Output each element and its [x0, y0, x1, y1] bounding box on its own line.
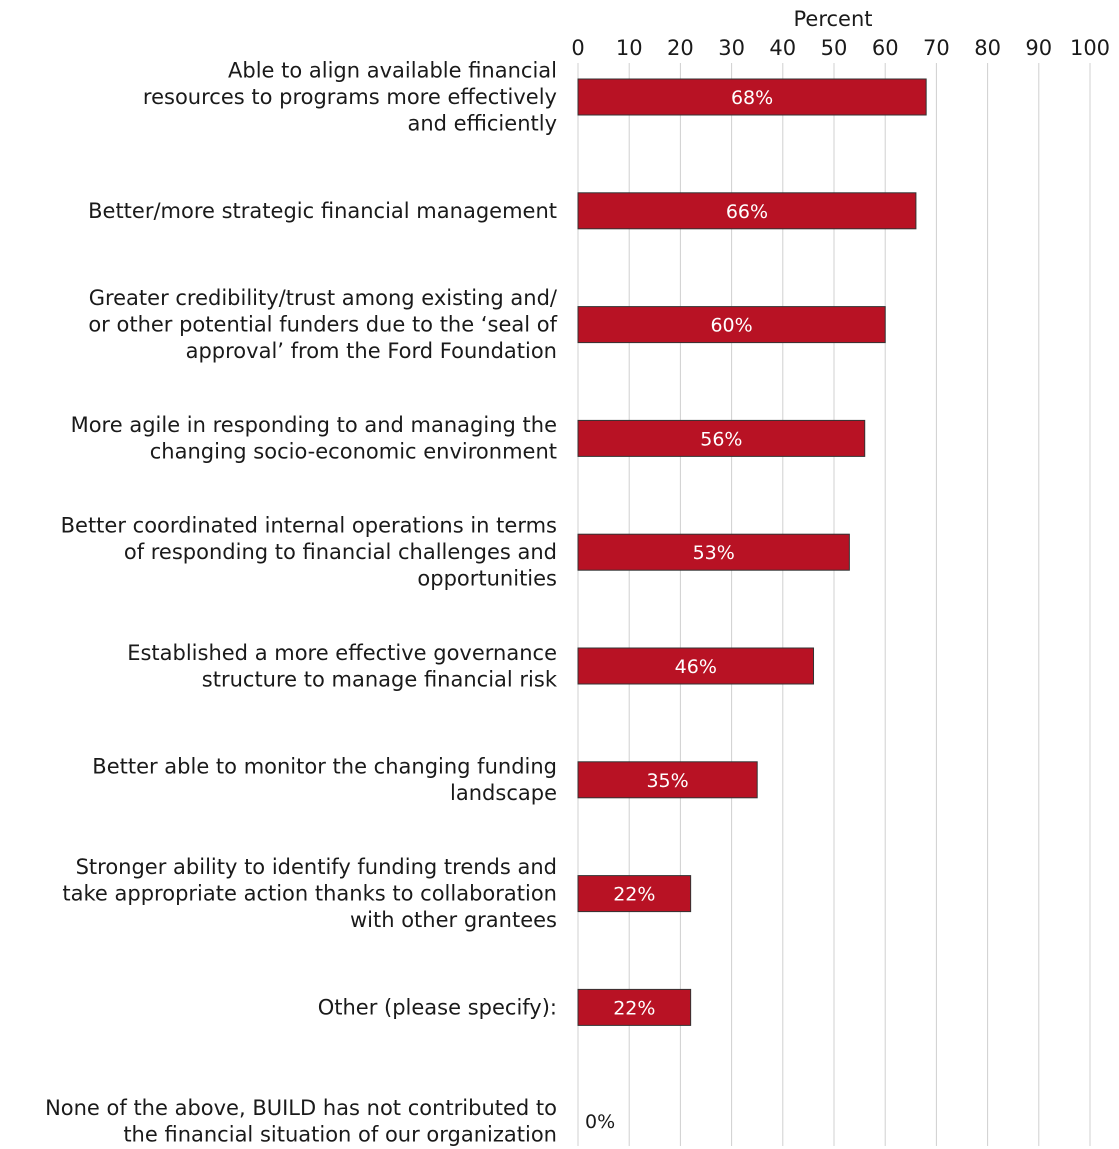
- category-label-line: Better/more strategic financial manageme…: [88, 199, 557, 223]
- x-axis-ticks: 0 10 20 30 40 50 60 70 80 90 100: [571, 36, 1110, 60]
- bar: [577, 78, 927, 116]
- category-label: Other (please specify):: [318, 995, 557, 1019]
- bar: [577, 761, 758, 799]
- gridlines: [577, 63, 1091, 1146]
- category-label: Greater credibility/trust among existing…: [88, 286, 558, 363]
- data-label: 22%: [613, 997, 655, 1019]
- data-label: 46%: [675, 656, 717, 678]
- category-label-line: Able to align available financial: [228, 59, 557, 83]
- category-label-line: Better able to monitor the changing fund…: [92, 755, 557, 779]
- bar: [577, 647, 815, 685]
- x-tick-label: 70: [923, 36, 950, 60]
- category-label-line: with other grantees: [350, 908, 557, 932]
- category-label: Better/more strategic financial manageme…: [88, 199, 557, 223]
- category-label-line: landscape: [450, 781, 557, 805]
- bar: [577, 875, 692, 913]
- category-label-line: structure to manage financial risk: [202, 667, 558, 691]
- x-tick-label: 30: [718, 36, 745, 60]
- x-tick-label: 0: [571, 36, 584, 60]
- category-label-line: Established a more effective governance: [127, 641, 557, 665]
- category-label: None of the above, BUILD has not contrib…: [45, 1096, 557, 1147]
- category-label: Better coordinated internal operations i…: [61, 514, 557, 591]
- x-tick-label: 60: [872, 36, 899, 60]
- data-label: 66%: [726, 201, 768, 223]
- data-label: 60%: [710, 315, 752, 337]
- category-label-line: and efficiently: [407, 112, 557, 136]
- category-label-line: or other potential funders due to the ‘s…: [88, 313, 557, 337]
- x-tick-label: 80: [974, 36, 1001, 60]
- bar: [577, 192, 917, 230]
- bar: [577, 306, 886, 344]
- category-label: Better able to monitor the changing fund…: [92, 755, 557, 806]
- category-label-line: approval’ from the Ford Foundation: [186, 339, 557, 363]
- category-label: Stronger ability to identify funding tre…: [62, 855, 557, 932]
- category-label-line: resources to programs more effectively: [143, 85, 557, 109]
- category-label: More agile in responding to and managing…: [71, 413, 557, 464]
- category-label-line: of responding to financial challenges an…: [124, 540, 557, 564]
- category-label: Established a more effective governances…: [127, 641, 558, 692]
- x-tick-label: 50: [821, 36, 848, 60]
- category-label-line: Stronger ability to identify funding tre…: [76, 855, 557, 879]
- bar: [577, 533, 850, 571]
- data-label: 0%: [585, 1111, 615, 1133]
- data-label: 35%: [646, 770, 688, 792]
- category-label-line: Other (please specify):: [318, 995, 557, 1019]
- category-label-line: Better coordinated internal operations i…: [61, 514, 557, 538]
- category-label-line: More agile in responding to and managing…: [71, 413, 557, 437]
- x-tick-label: 20: [667, 36, 694, 60]
- x-tick-label: 40: [769, 36, 796, 60]
- category-label: Able to align available financialresourc…: [143, 59, 557, 136]
- category-labels: Able to align available financialresourc…: [45, 59, 558, 1147]
- bars: [577, 78, 927, 1026]
- bar: [577, 419, 866, 457]
- category-label-line: Greater credibility/trust among existing…: [89, 286, 558, 310]
- value-labels: 68% 66% 60% 56% 53% 46% 35% 22% 22% 0%: [585, 87, 773, 1133]
- category-label-line: take appropriate action thanks to collab…: [62, 882, 557, 906]
- x-tick-label: 90: [1025, 36, 1052, 60]
- category-label-line: changing socio-economic environment: [150, 440, 557, 464]
- x-axis-title: Percent: [793, 7, 872, 31]
- category-label-line: None of the above, BUILD has not contrib…: [45, 1096, 557, 1120]
- x-tick-label: 100: [1070, 36, 1110, 60]
- category-label-line: opportunities: [417, 567, 557, 591]
- x-tick-label: 10: [616, 36, 643, 60]
- category-label-line: the financial situation of our organizat…: [123, 1122, 557, 1146]
- bar: [577, 988, 692, 1026]
- data-label: 68%: [731, 87, 773, 109]
- data-label: 22%: [613, 884, 655, 906]
- data-label: 53%: [693, 542, 735, 564]
- data-label: 56%: [700, 428, 742, 450]
